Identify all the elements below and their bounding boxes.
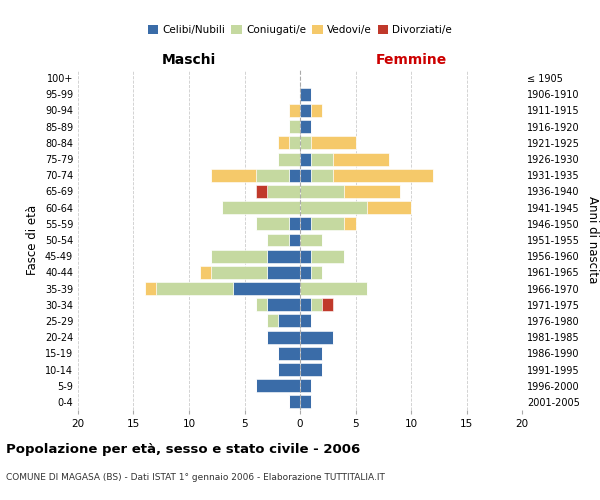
Bar xyxy=(211,266,266,279)
Bar xyxy=(300,104,311,117)
Bar xyxy=(266,298,300,311)
Bar xyxy=(300,379,311,392)
Bar xyxy=(300,201,367,214)
Bar xyxy=(344,185,400,198)
Bar xyxy=(300,152,311,166)
Bar xyxy=(289,396,300,408)
Bar xyxy=(311,136,355,149)
Bar xyxy=(300,120,311,133)
Bar xyxy=(311,104,322,117)
Bar xyxy=(256,379,300,392)
Bar xyxy=(289,136,300,149)
Bar xyxy=(334,169,433,181)
Bar xyxy=(155,282,233,295)
Bar xyxy=(300,250,311,262)
Bar xyxy=(289,218,300,230)
Bar xyxy=(256,169,289,181)
Bar xyxy=(278,136,289,149)
Bar xyxy=(311,152,334,166)
Bar xyxy=(300,396,311,408)
Bar xyxy=(344,218,355,230)
Bar xyxy=(256,298,266,311)
Bar xyxy=(278,347,300,360)
Bar xyxy=(322,298,334,311)
Bar xyxy=(289,234,300,246)
Text: COMUNE DI MAGASA (BS) - Dati ISTAT 1° gennaio 2006 - Elaborazione TUTTITALIA.IT: COMUNE DI MAGASA (BS) - Dati ISTAT 1° ge… xyxy=(6,472,385,482)
Bar xyxy=(278,314,300,328)
Text: Maschi: Maschi xyxy=(162,53,216,67)
Bar xyxy=(311,298,322,311)
Bar xyxy=(300,185,344,198)
Bar xyxy=(266,185,300,198)
Bar xyxy=(266,250,300,262)
Bar xyxy=(300,169,311,181)
Bar xyxy=(145,282,156,295)
Bar xyxy=(367,201,411,214)
Bar xyxy=(300,347,322,360)
Bar xyxy=(300,266,311,279)
Bar xyxy=(300,298,311,311)
Bar xyxy=(300,218,311,230)
Bar xyxy=(311,218,344,230)
Bar xyxy=(256,218,289,230)
Bar xyxy=(300,88,311,101)
Bar xyxy=(233,282,300,295)
Bar xyxy=(311,266,322,279)
Bar xyxy=(266,314,278,328)
Legend: Celibi/Nubili, Coniugati/e, Vedovi/e, Divorziati/e: Celibi/Nubili, Coniugati/e, Vedovi/e, Di… xyxy=(143,21,457,39)
Bar xyxy=(278,152,300,166)
Bar xyxy=(300,314,311,328)
Bar xyxy=(334,152,389,166)
Bar xyxy=(289,120,300,133)
Text: Popolazione per età, sesso e stato civile - 2006: Popolazione per età, sesso e stato civil… xyxy=(6,442,360,456)
Bar xyxy=(289,169,300,181)
Y-axis label: Fasce di età: Fasce di età xyxy=(26,205,39,275)
Bar xyxy=(266,234,289,246)
Bar xyxy=(300,363,322,376)
Bar xyxy=(311,250,344,262)
Bar xyxy=(300,330,334,344)
Bar xyxy=(289,104,300,117)
Bar xyxy=(278,363,300,376)
Y-axis label: Anni di nascita: Anni di nascita xyxy=(586,196,599,284)
Bar xyxy=(211,169,256,181)
Bar xyxy=(300,282,367,295)
Bar xyxy=(211,250,266,262)
Bar xyxy=(256,185,266,198)
Bar xyxy=(200,266,211,279)
Bar xyxy=(300,234,322,246)
Bar xyxy=(222,201,300,214)
Bar xyxy=(311,169,334,181)
Bar xyxy=(266,330,300,344)
Text: Femmine: Femmine xyxy=(376,53,446,67)
Bar xyxy=(266,266,300,279)
Bar xyxy=(300,136,311,149)
